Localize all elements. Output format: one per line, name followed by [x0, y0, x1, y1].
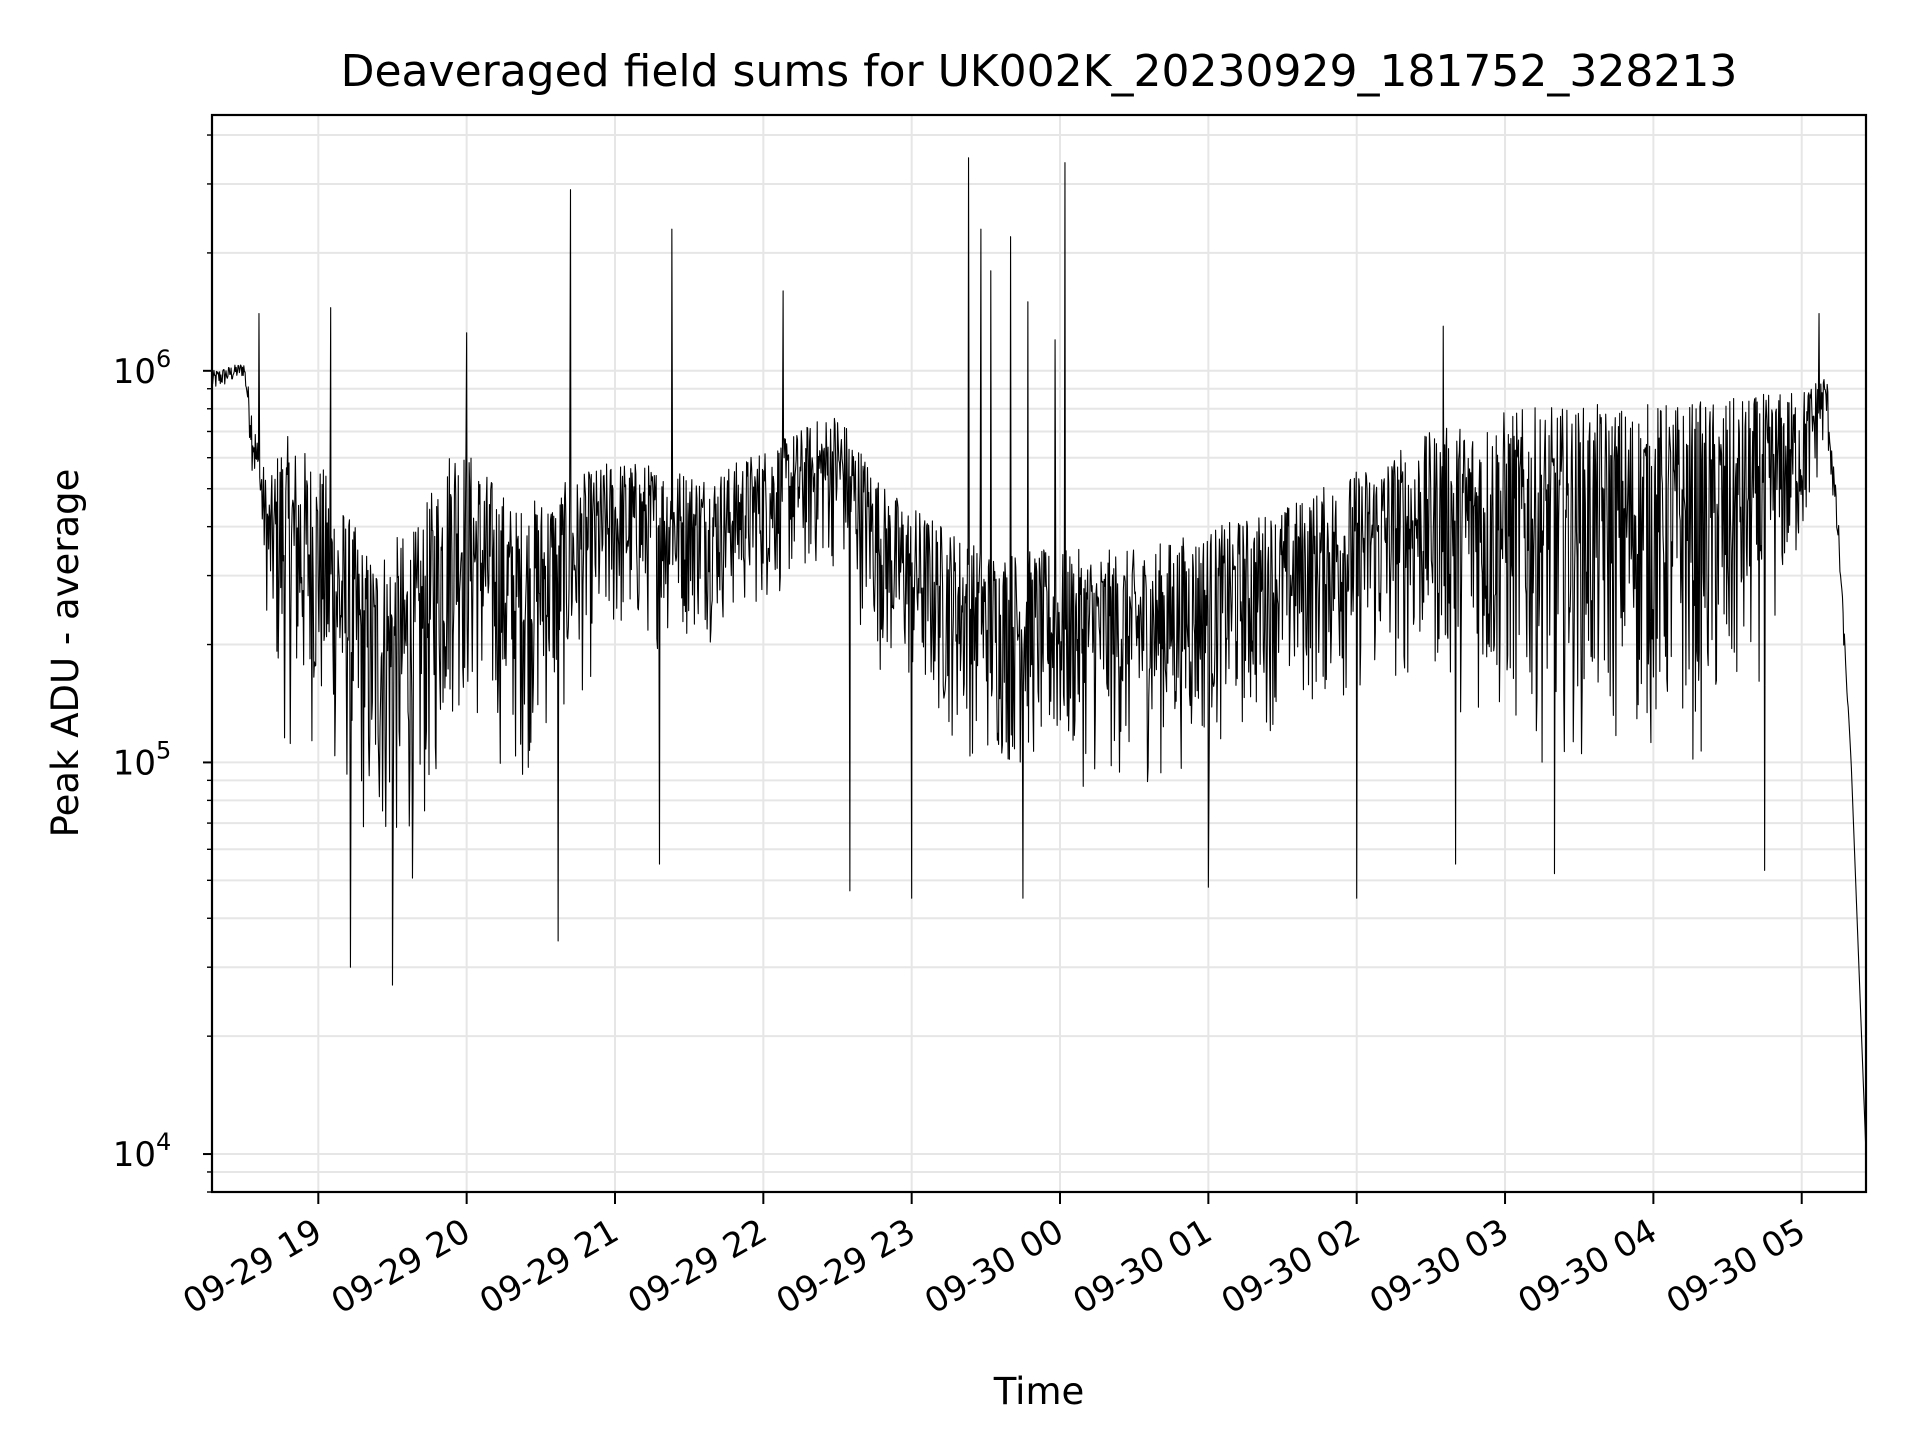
- y-tick-exponent: 6: [156, 345, 171, 373]
- y-tick-label: 105: [113, 736, 172, 783]
- y-tick-mantissa: 10: [113, 1135, 156, 1175]
- x-axis-title: Time: [993, 1370, 1085, 1413]
- y-tick-mantissa: 10: [113, 743, 156, 783]
- chart-title: Deaveraged field sums for UK002K_2023092…: [341, 46, 1738, 97]
- y-tick-label: 104: [113, 1128, 172, 1175]
- y-tick-mantissa: 10: [113, 352, 156, 392]
- plot-frame: [210, 113, 1868, 1194]
- grid-lines: [212, 115, 1866, 1193]
- y-tick-exponent: 4: [156, 1128, 171, 1156]
- y-tick-exponent: 5: [156, 736, 171, 764]
- series-line: [211, 157, 1867, 1155]
- plot-area: [211, 157, 1867, 1155]
- y-tick-label: 106: [113, 345, 172, 392]
- y-axis-title: Peak ADU - average: [44, 469, 87, 838]
